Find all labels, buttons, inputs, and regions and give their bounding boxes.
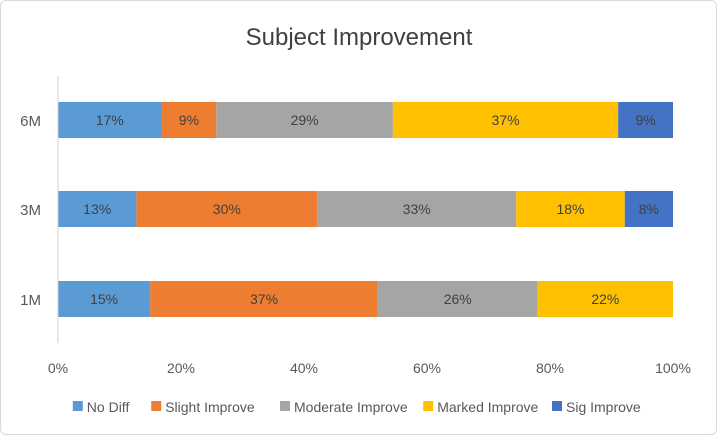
data-label: 9% (179, 112, 199, 128)
x-tick-label: 20% (167, 360, 195, 376)
data-label: 15% (90, 291, 118, 307)
data-label: 17% (96, 112, 124, 128)
data-label: 37% (250, 291, 278, 307)
legend-swatch (552, 401, 562, 411)
bar-segment (618, 102, 673, 138)
bar-segment (58, 281, 151, 317)
bar-segment (161, 102, 217, 138)
x-axis: 0% 20% 40% 60% 80% 100% (48, 360, 691, 376)
legend: No Diff Slight Improve Moderate Improve Mar… (72, 399, 641, 415)
x-tick-label: 40% (290, 360, 318, 376)
data-label: 18% (556, 201, 584, 217)
legend-label: Marked Improve (437, 399, 538, 415)
legend-label: Sig Improve (566, 399, 641, 415)
bar-segment (537, 281, 673, 317)
category-label: 1M (20, 292, 41, 309)
data-label: 33% (403, 201, 431, 217)
bar-segment (58, 102, 162, 138)
legend-label: No Diff (87, 399, 130, 415)
y-axis: 6M 3M 1M (20, 76, 59, 343)
data-label: 30% (213, 201, 241, 217)
x-tick-label: 80% (536, 360, 564, 376)
chart-title: Subject Improvement (246, 24, 473, 51)
bar-segment (624, 191, 673, 227)
bar-segment (377, 281, 538, 317)
bar-segment (136, 191, 318, 227)
category-label: 3M (20, 202, 41, 219)
plot-area: 17% 9% 29% 37% 9% 13% 30% 33% 18% 8% 15% 37% 26% 22% (58, 102, 673, 317)
bar-segment (317, 191, 517, 227)
legend-swatch (423, 401, 434, 411)
legend-label: Moderate Improve (294, 399, 408, 415)
x-tick-label: 0% (48, 360, 68, 376)
data-label: 13% (83, 201, 111, 217)
data-label: 29% (291, 112, 319, 128)
x-tick-label: 60% (413, 360, 441, 376)
data-label: 8% (639, 201, 659, 217)
legend-swatch (72, 401, 83, 411)
bar-segment (216, 102, 393, 138)
bar-segment (58, 191, 137, 227)
bar-segment (516, 191, 625, 227)
bar-segment (392, 102, 619, 138)
category-label: 6M (20, 113, 41, 130)
bar-segment (150, 281, 378, 317)
legend-swatch (151, 401, 162, 411)
x-tick-label: 100% (655, 360, 691, 376)
data-label: 9% (635, 112, 655, 128)
legend-swatch (280, 401, 290, 411)
data-label: 26% (444, 291, 472, 307)
legend-label: Slight Improve (165, 399, 255, 415)
data-label: 22% (591, 291, 619, 307)
data-label: 37% (492, 112, 520, 128)
